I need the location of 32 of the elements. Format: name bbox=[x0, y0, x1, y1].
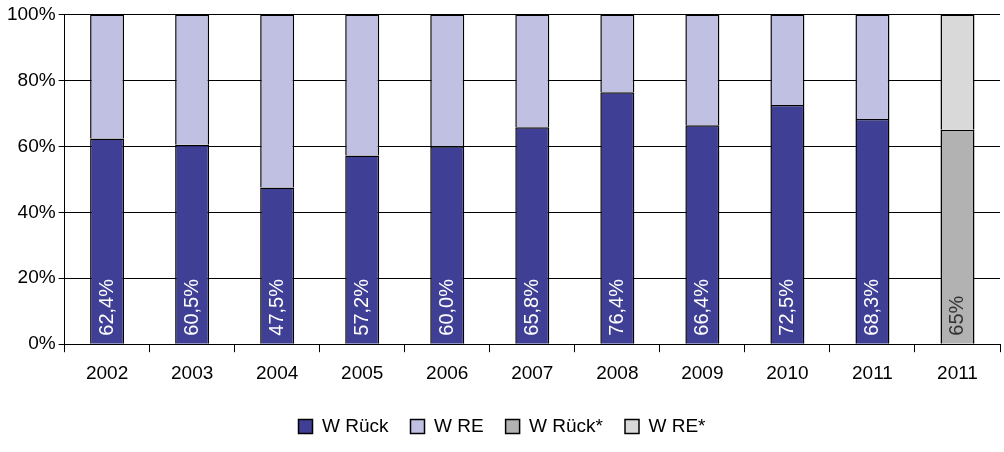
data-label: 60,0% bbox=[434, 278, 457, 336]
x-tick-label: 2009 bbox=[681, 361, 724, 383]
data-label: 60,5% bbox=[179, 278, 202, 336]
x-tick-label: 2011 bbox=[937, 361, 978, 383]
y-tick-label: 0% bbox=[28, 332, 56, 354]
x-tick-label: 2003 bbox=[171, 361, 214, 383]
data-label: 68,3% bbox=[859, 278, 882, 336]
y-tick-label: 80% bbox=[17, 68, 56, 90]
legend-label: W RE bbox=[434, 414, 484, 436]
data-label: 65,8% bbox=[519, 278, 542, 336]
y-tick-label: 100% bbox=[6, 2, 56, 24]
x-tick-label: 2010 bbox=[766, 361, 809, 383]
data-label: 72,5% bbox=[774, 278, 797, 336]
x-tick-label: 2006 bbox=[426, 361, 469, 383]
x-tick-label: 2011 bbox=[852, 361, 893, 383]
x-tick-label: 2005 bbox=[341, 361, 384, 383]
x-tick-label: 2008 bbox=[596, 361, 639, 383]
data-label: 66,4% bbox=[689, 278, 712, 336]
data-label: 65% bbox=[945, 295, 967, 336]
legend-label: W RE* bbox=[648, 414, 707, 436]
y-tick-label: 20% bbox=[17, 266, 56, 288]
data-label: 76,4% bbox=[604, 278, 627, 336]
data-label: 57,2% bbox=[349, 278, 372, 336]
x-tick-label: 2002 bbox=[85, 361, 129, 383]
x-tick-label: 2004 bbox=[256, 361, 299, 383]
data-label: 62,4% bbox=[94, 278, 117, 336]
legend-label: W Rück* bbox=[529, 414, 604, 436]
y-tick-label: 60% bbox=[17, 134, 56, 156]
data-label: 47,5% bbox=[264, 278, 287, 336]
y-tick-label: 40% bbox=[17, 200, 56, 222]
legend-label: W Rück bbox=[322, 414, 389, 436]
x-tick-label: 2007 bbox=[511, 361, 554, 383]
